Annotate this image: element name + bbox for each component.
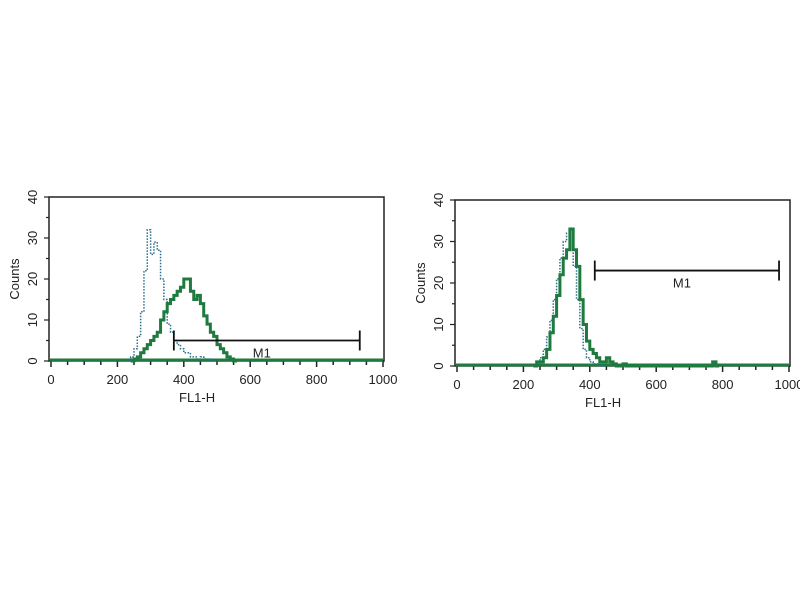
x-axis-title: FL1-H (585, 395, 621, 410)
x-tick-label: 200 (107, 372, 129, 387)
m1-gate-label: M1 (673, 276, 691, 291)
y-tick-label: 20 (431, 276, 446, 290)
y-tick-label: 30 (25, 231, 40, 245)
sample-histogram-solid (533, 227, 720, 368)
histogram-panel-2: 0 200 400 600 800 1000 0 10 20 30 40 FL1-H Counts M1 (413, 193, 800, 410)
x-tick-label: 800 (306, 372, 328, 387)
sample-histogram-solid (130, 277, 237, 363)
y-tick-label: 10 (431, 317, 446, 331)
y-tick-label: 0 (25, 357, 40, 364)
y-tick-label: 20 (25, 272, 40, 286)
x-tick-label: 1000 (369, 372, 398, 387)
y-axis-title: Counts (7, 258, 22, 300)
x-tick-label: 600 (645, 377, 667, 392)
x-tick-label: 0 (47, 372, 54, 387)
control-histogram-dotted (533, 232, 607, 367)
histogram-panel-1: 0 200 400 600 800 1000 0 10 20 30 40 FL1-H Counts M1 (7, 190, 397, 405)
y-tick-label: 40 (25, 190, 40, 204)
x-tick-label: 0 (453, 377, 460, 392)
x-tick-label: 800 (712, 377, 734, 392)
x-axis-title: FL1-H (179, 390, 215, 405)
x-tick-label: 1000 (775, 377, 800, 392)
y-tick-label: 30 (431, 234, 446, 248)
y-tick-label: 40 (431, 193, 446, 207)
y-tick-label: 0 (431, 362, 446, 369)
plot-frame (454, 199, 791, 367)
x-tick-label: 400 (173, 372, 195, 387)
y-axis-title: Counts (413, 262, 428, 304)
x-tick-label: 400 (579, 377, 601, 392)
x-tick-label: 200 (513, 377, 535, 392)
x-tick-label: 600 (239, 372, 261, 387)
m1-gate-label: M1 (253, 346, 271, 361)
y-tick-label: 10 (25, 313, 40, 327)
control-histogram-dotted (127, 229, 214, 362)
